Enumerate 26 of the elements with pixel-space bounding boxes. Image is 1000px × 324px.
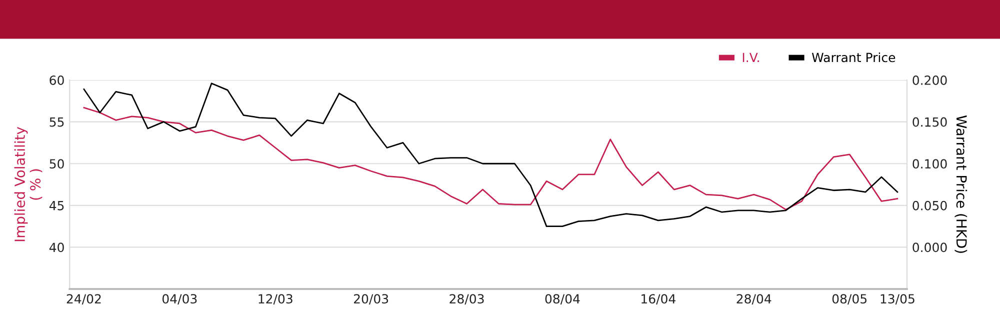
x-tick-label: 12/03 <box>258 294 292 305</box>
y-tick-label: 60 <box>50 76 64 85</box>
y-tick-label: 40 <box>49 242 64 252</box>
x-tick-label: 04/03 <box>162 294 197 305</box>
y-tick-label: 55 <box>50 117 64 127</box>
x-tick-label: 13/05 <box>880 294 914 305</box>
y2-tick-label: 0.200 <box>912 76 947 85</box>
line-series <box>83 82 898 228</box>
y-tick-label: 45 <box>49 201 64 210</box>
x-tick-label: 20/03 <box>354 294 388 305</box>
y-axis-title: Implied Volatility ( % ) <box>14 126 42 242</box>
x-tick-label: 28/04 <box>736 294 772 305</box>
y2-tick-label: 0.100 <box>912 159 947 169</box>
x-tick-label: 24/02 <box>66 294 101 305</box>
y-tick-label: 50 <box>50 159 64 169</box>
y2-tick-label: 0.000 <box>912 242 947 252</box>
x-tick-label: 08/05 <box>832 294 866 305</box>
y2-axis-title: Warrant Price (HKD) <box>954 115 968 253</box>
legend-label: Warrant Price <box>812 52 896 62</box>
x-tick-label: 08/04 <box>545 294 580 305</box>
y2-tick-label: 0.050 <box>912 200 947 210</box>
x-tick-label: 16/04 <box>642 294 676 305</box>
y2-tick-label: 0.150 <box>912 117 947 127</box>
legend-label: I.V. <box>742 52 759 62</box>
line-series <box>83 106 898 210</box>
x-tick-label: 28/03 <box>450 294 484 305</box>
